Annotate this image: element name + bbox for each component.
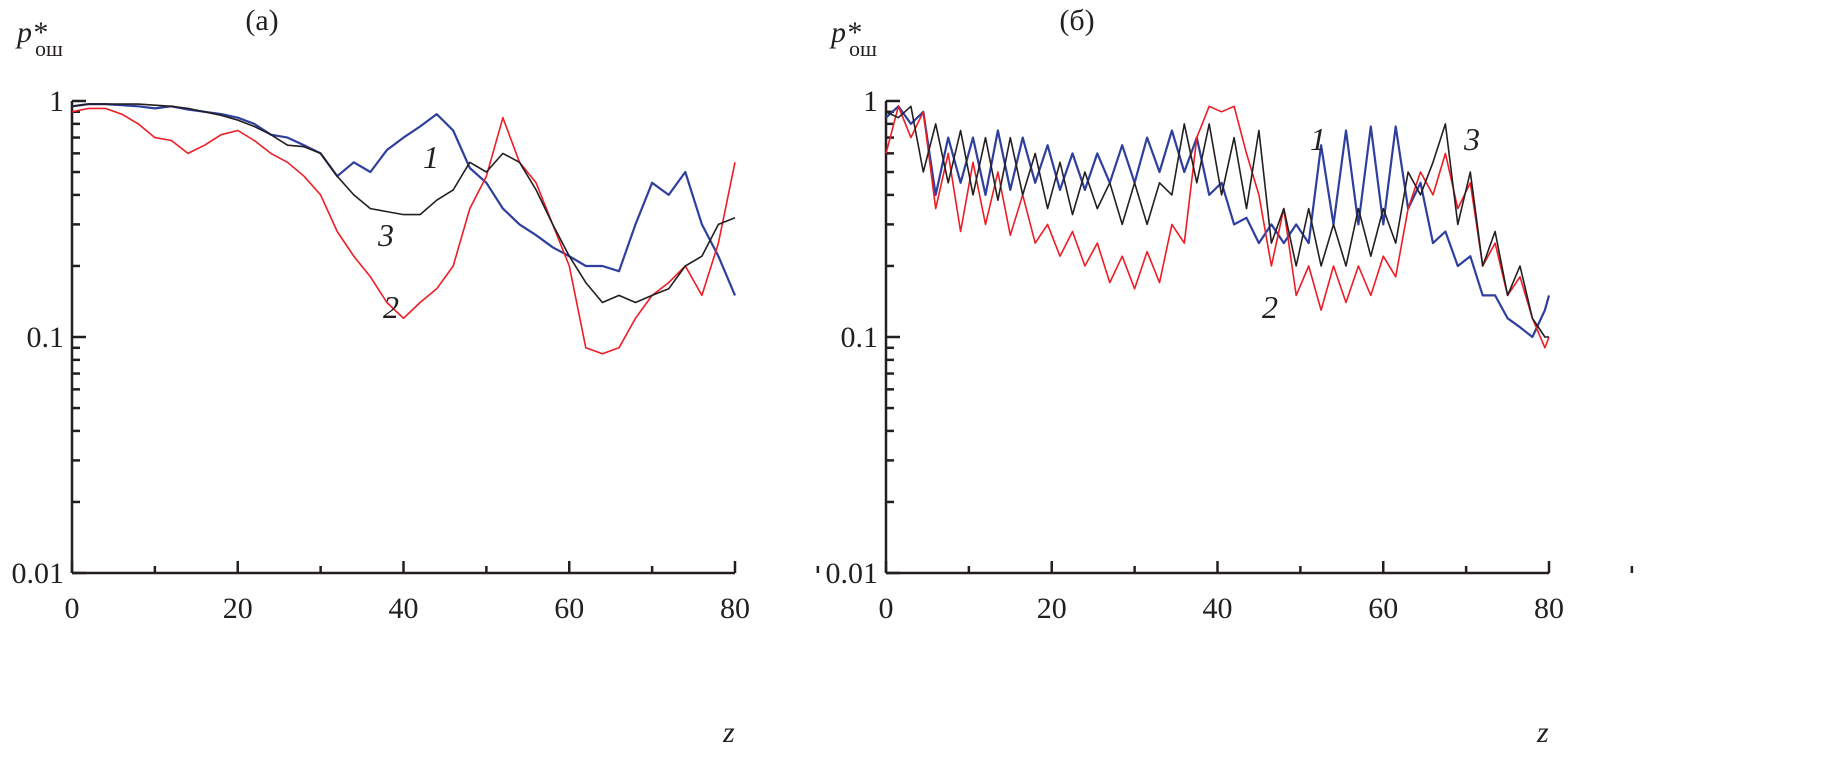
series-line-2 [71,107,736,355]
x-tick-label: 80 [720,592,750,625]
series-line-3 [71,103,736,304]
series-label-3: 3 [1463,121,1480,157]
x-tick-label: 60 [554,592,584,625]
x-tick-label: 0 [879,592,894,625]
y-axis-label: p*ош [829,16,877,61]
y-axis-label-subscript: ош [35,36,63,61]
x-tick-label: 40 [1203,592,1233,625]
panel-title: (б) [1059,4,1094,37]
y-tick-label: 1 [49,85,64,118]
x-tick-label: 60 [1368,592,1398,625]
y-axis-label: p*ош [15,16,63,61]
series-line-2 [885,105,1550,349]
y-axis-label-main: p* [15,16,47,49]
x-axis-label: z [1536,716,1549,749]
series-label-2: 2 [383,289,399,325]
y-axis-label-main: p* [829,16,861,49]
x-tick-label: 20 [223,592,253,625]
x-tick-label: 0 [65,592,80,625]
x-tick-label: 20 [1037,592,1067,625]
y-tick-label: 0.1 [841,321,879,354]
y-tick-label: 0.01 [826,557,879,590]
x-axis-label: z [722,716,735,749]
x-tick-label: 80 [1534,592,1564,625]
y-tick-label: 0.01 [12,557,65,590]
series-label-3: 3 [377,217,394,253]
series-line-1 [71,102,737,296]
y-tick-label: 0.1 [27,321,65,354]
series-label-2: 2 [1262,289,1278,325]
series-line-1 [885,105,1551,339]
y-tick-label: 1 [863,85,878,118]
series-label-1: 1 [1310,121,1326,157]
y-axis-label-subscript: ош [849,36,877,61]
series-line-3 [885,105,1549,338]
x-tick-label: 40 [389,592,419,625]
series-label-1: 1 [423,139,439,175]
panel-title: (а) [245,4,278,37]
